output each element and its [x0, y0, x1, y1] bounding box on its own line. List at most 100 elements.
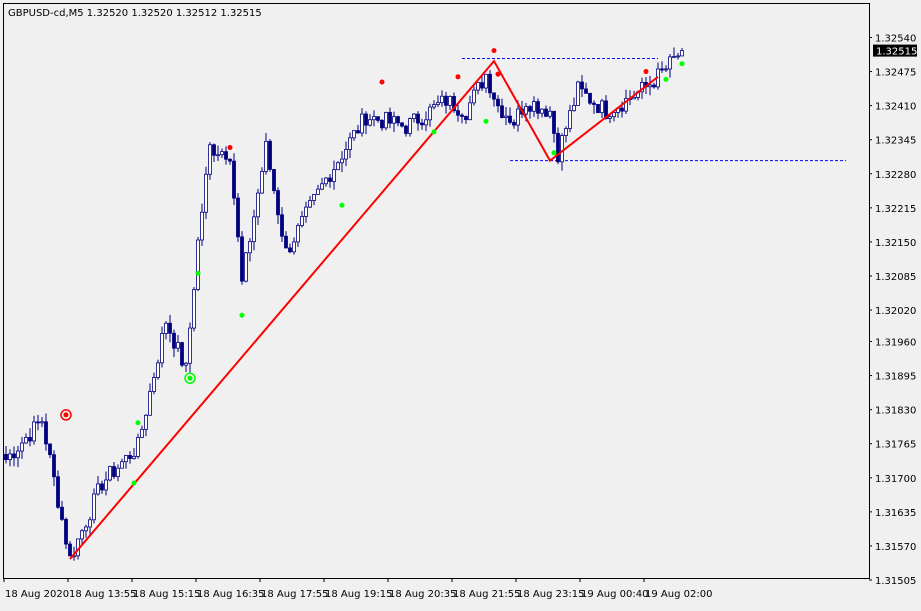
buy-signal-dot: [239, 312, 245, 318]
buy-signal-dot: [679, 61, 685, 67]
candle-body: [400, 122, 404, 127]
sell-signal-dot: [63, 412, 69, 418]
candle-body: [388, 111, 392, 124]
candle-body: [80, 530, 84, 540]
buy-signal-dot: [135, 420, 141, 426]
candle-body: [248, 241, 252, 254]
candle-body: [244, 252, 248, 282]
candle-body: [536, 101, 540, 114]
y-tick-label: 1.32150: [875, 238, 916, 249]
levels-layer: [462, 57, 846, 162]
candle-body: [504, 115, 508, 118]
candle-body: [468, 102, 472, 121]
candle-body: [108, 466, 112, 481]
candle-body: [352, 130, 356, 139]
candle-body: [8, 453, 12, 461]
candle-body: [424, 119, 428, 126]
candle-body: [236, 197, 240, 238]
candle-body: [356, 130, 360, 134]
plot-frame: [3, 3, 870, 579]
candle-body: [620, 107, 624, 112]
candle-body: [320, 183, 324, 190]
candle-body: [148, 391, 152, 416]
candle-body: [32, 421, 36, 442]
candle-body: [260, 170, 264, 194]
candle-body: [304, 206, 308, 217]
y-tick-label: 1.32410: [875, 102, 916, 113]
candle-body: [240, 236, 244, 282]
candle-body: [464, 116, 468, 121]
candle-body: [208, 144, 212, 175]
y-tick-label: 1.31765: [875, 440, 916, 451]
x-tick-label: 18 Aug 15:15: [133, 589, 200, 600]
candle-body: [64, 518, 68, 545]
candle-body: [104, 479, 108, 491]
candle-body: [440, 95, 444, 104]
candle-body: [612, 112, 616, 118]
candle-body: [540, 108, 544, 114]
candle-body: [680, 50, 684, 57]
signal-ring: [184, 372, 196, 384]
sell-signal-dot: [495, 71, 501, 77]
candle-body: [496, 98, 500, 107]
y-tick-label: 1.31570: [875, 542, 916, 553]
y-axis: 1.32540 1.32475 1.32410 1.32345 1.32280 1.322…: [869, 33, 916, 587]
candle-body: [140, 428, 144, 438]
candle-body: [652, 84, 656, 88]
candle-body: [264, 140, 268, 172]
candle-body: [488, 73, 492, 94]
candle-body: [608, 116, 612, 119]
y-tick-label: 1.32280: [875, 170, 916, 181]
candle-body: [168, 322, 172, 334]
candle-body: [484, 73, 488, 89]
candle-body: [128, 455, 132, 459]
candle-body: [332, 169, 336, 182]
candle-body: [340, 158, 344, 164]
sell-signal-dot: [455, 74, 461, 80]
candle-body: [368, 119, 372, 126]
zigzag-layer: [69, 59, 659, 560]
candle-body: [292, 241, 296, 253]
candle-body: [452, 96, 456, 112]
zigzag-line: [69, 59, 659, 560]
candle-body: [88, 519, 92, 528]
candle-body: [200, 211, 204, 241]
candle-body: [116, 467, 120, 477]
candle-body: [360, 113, 364, 134]
candle-body: [228, 158, 232, 162]
candle-body: [592, 102, 596, 105]
candle-body: [412, 113, 416, 119]
candle-body: [476, 82, 480, 91]
candle-body: [624, 98, 628, 112]
x-tick-label: 18 Aug 20:35: [389, 589, 456, 600]
x-tick-label: 18 Aug 21:55: [453, 589, 520, 600]
candle-body: [492, 92, 496, 100]
candle-body: [136, 437, 140, 457]
x-tick-label: 18 Aug 19:15: [325, 589, 392, 600]
candle-body: [284, 235, 288, 249]
candle-body: [256, 192, 260, 218]
candle-body: [416, 113, 420, 124]
candle-body: [296, 225, 300, 243]
candle-body: [268, 140, 272, 170]
candle-body: [384, 111, 388, 129]
candle-body: [16, 450, 20, 459]
candle-body: [552, 110, 556, 134]
candle-body: [396, 116, 400, 124]
candle-body: [648, 84, 652, 88]
candle-body: [584, 88, 588, 94]
candle-body: [4, 453, 8, 461]
candle-body: [300, 216, 304, 226]
candle-body: [160, 333, 164, 364]
candle-body: [500, 105, 504, 118]
candle-body: [432, 104, 436, 108]
candle-body: [156, 362, 160, 378]
y-tick-label: 1.31505: [875, 576, 916, 587]
candle-body: [600, 100, 604, 114]
candle-body: [316, 188, 320, 195]
y-tick-label: 1.32345: [875, 136, 916, 147]
candle-body: [220, 151, 224, 156]
buy-signal-dot: [339, 202, 345, 208]
